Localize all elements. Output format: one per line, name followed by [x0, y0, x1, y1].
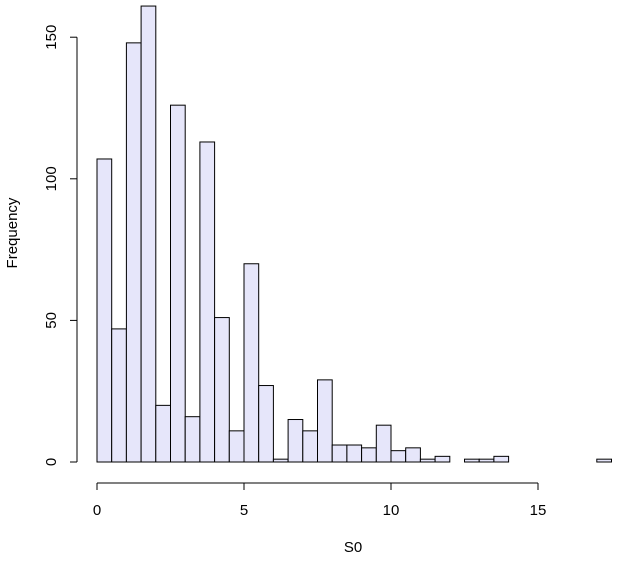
x-tick-label: 0 — [93, 502, 101, 519]
histogram-bar — [317, 379, 333, 463]
x-axis: 0 5 10 15 — [93, 482, 547, 519]
histogram-bar — [434, 455, 451, 463]
histogram-bar — [214, 317, 230, 463]
histogram-bar — [96, 158, 113, 463]
histogram-bar — [199, 141, 216, 463]
histogram-bar — [405, 447, 421, 463]
histogram-bar — [419, 458, 436, 463]
x-axis-title: S0 — [344, 539, 362, 556]
histogram-bar — [155, 404, 172, 463]
x-tick-label: 15 — [530, 502, 547, 519]
y-tick-label: 50 — [43, 312, 60, 329]
histogram-bar — [272, 458, 289, 463]
histogram-bar — [184, 416, 201, 463]
x-tick-label: 10 — [383, 502, 400, 519]
histogram-bar — [596, 458, 612, 463]
histogram-bar — [390, 450, 407, 463]
histogram-bar — [125, 42, 142, 463]
histogram-bar — [464, 458, 480, 463]
histogram-bar — [493, 455, 510, 463]
y-tick-label: 0 — [43, 458, 60, 466]
y-tick-label: 100 — [43, 166, 60, 191]
histogram-bar — [228, 430, 245, 463]
histogram-bar — [287, 419, 304, 463]
y-axis: 0 50 100 150 — [43, 25, 78, 466]
y-tick-label: 150 — [43, 25, 60, 50]
histogram-bar — [478, 458, 495, 463]
histogram-bar — [258, 385, 274, 463]
histogram-bar — [170, 104, 186, 463]
histogram-bar — [361, 447, 377, 463]
histogram-bar — [375, 424, 392, 463]
y-axis-title: Frequency — [4, 197, 21, 268]
histogram-bar — [346, 444, 363, 463]
histogram-bar — [302, 430, 318, 463]
histogram-bar — [331, 444, 348, 463]
histogram-bar — [140, 5, 157, 463]
x-tick-label: 5 — [240, 502, 248, 519]
histogram-bar — [111, 328, 127, 463]
bars-group — [96, 5, 612, 463]
histogram-bar — [243, 263, 260, 463]
